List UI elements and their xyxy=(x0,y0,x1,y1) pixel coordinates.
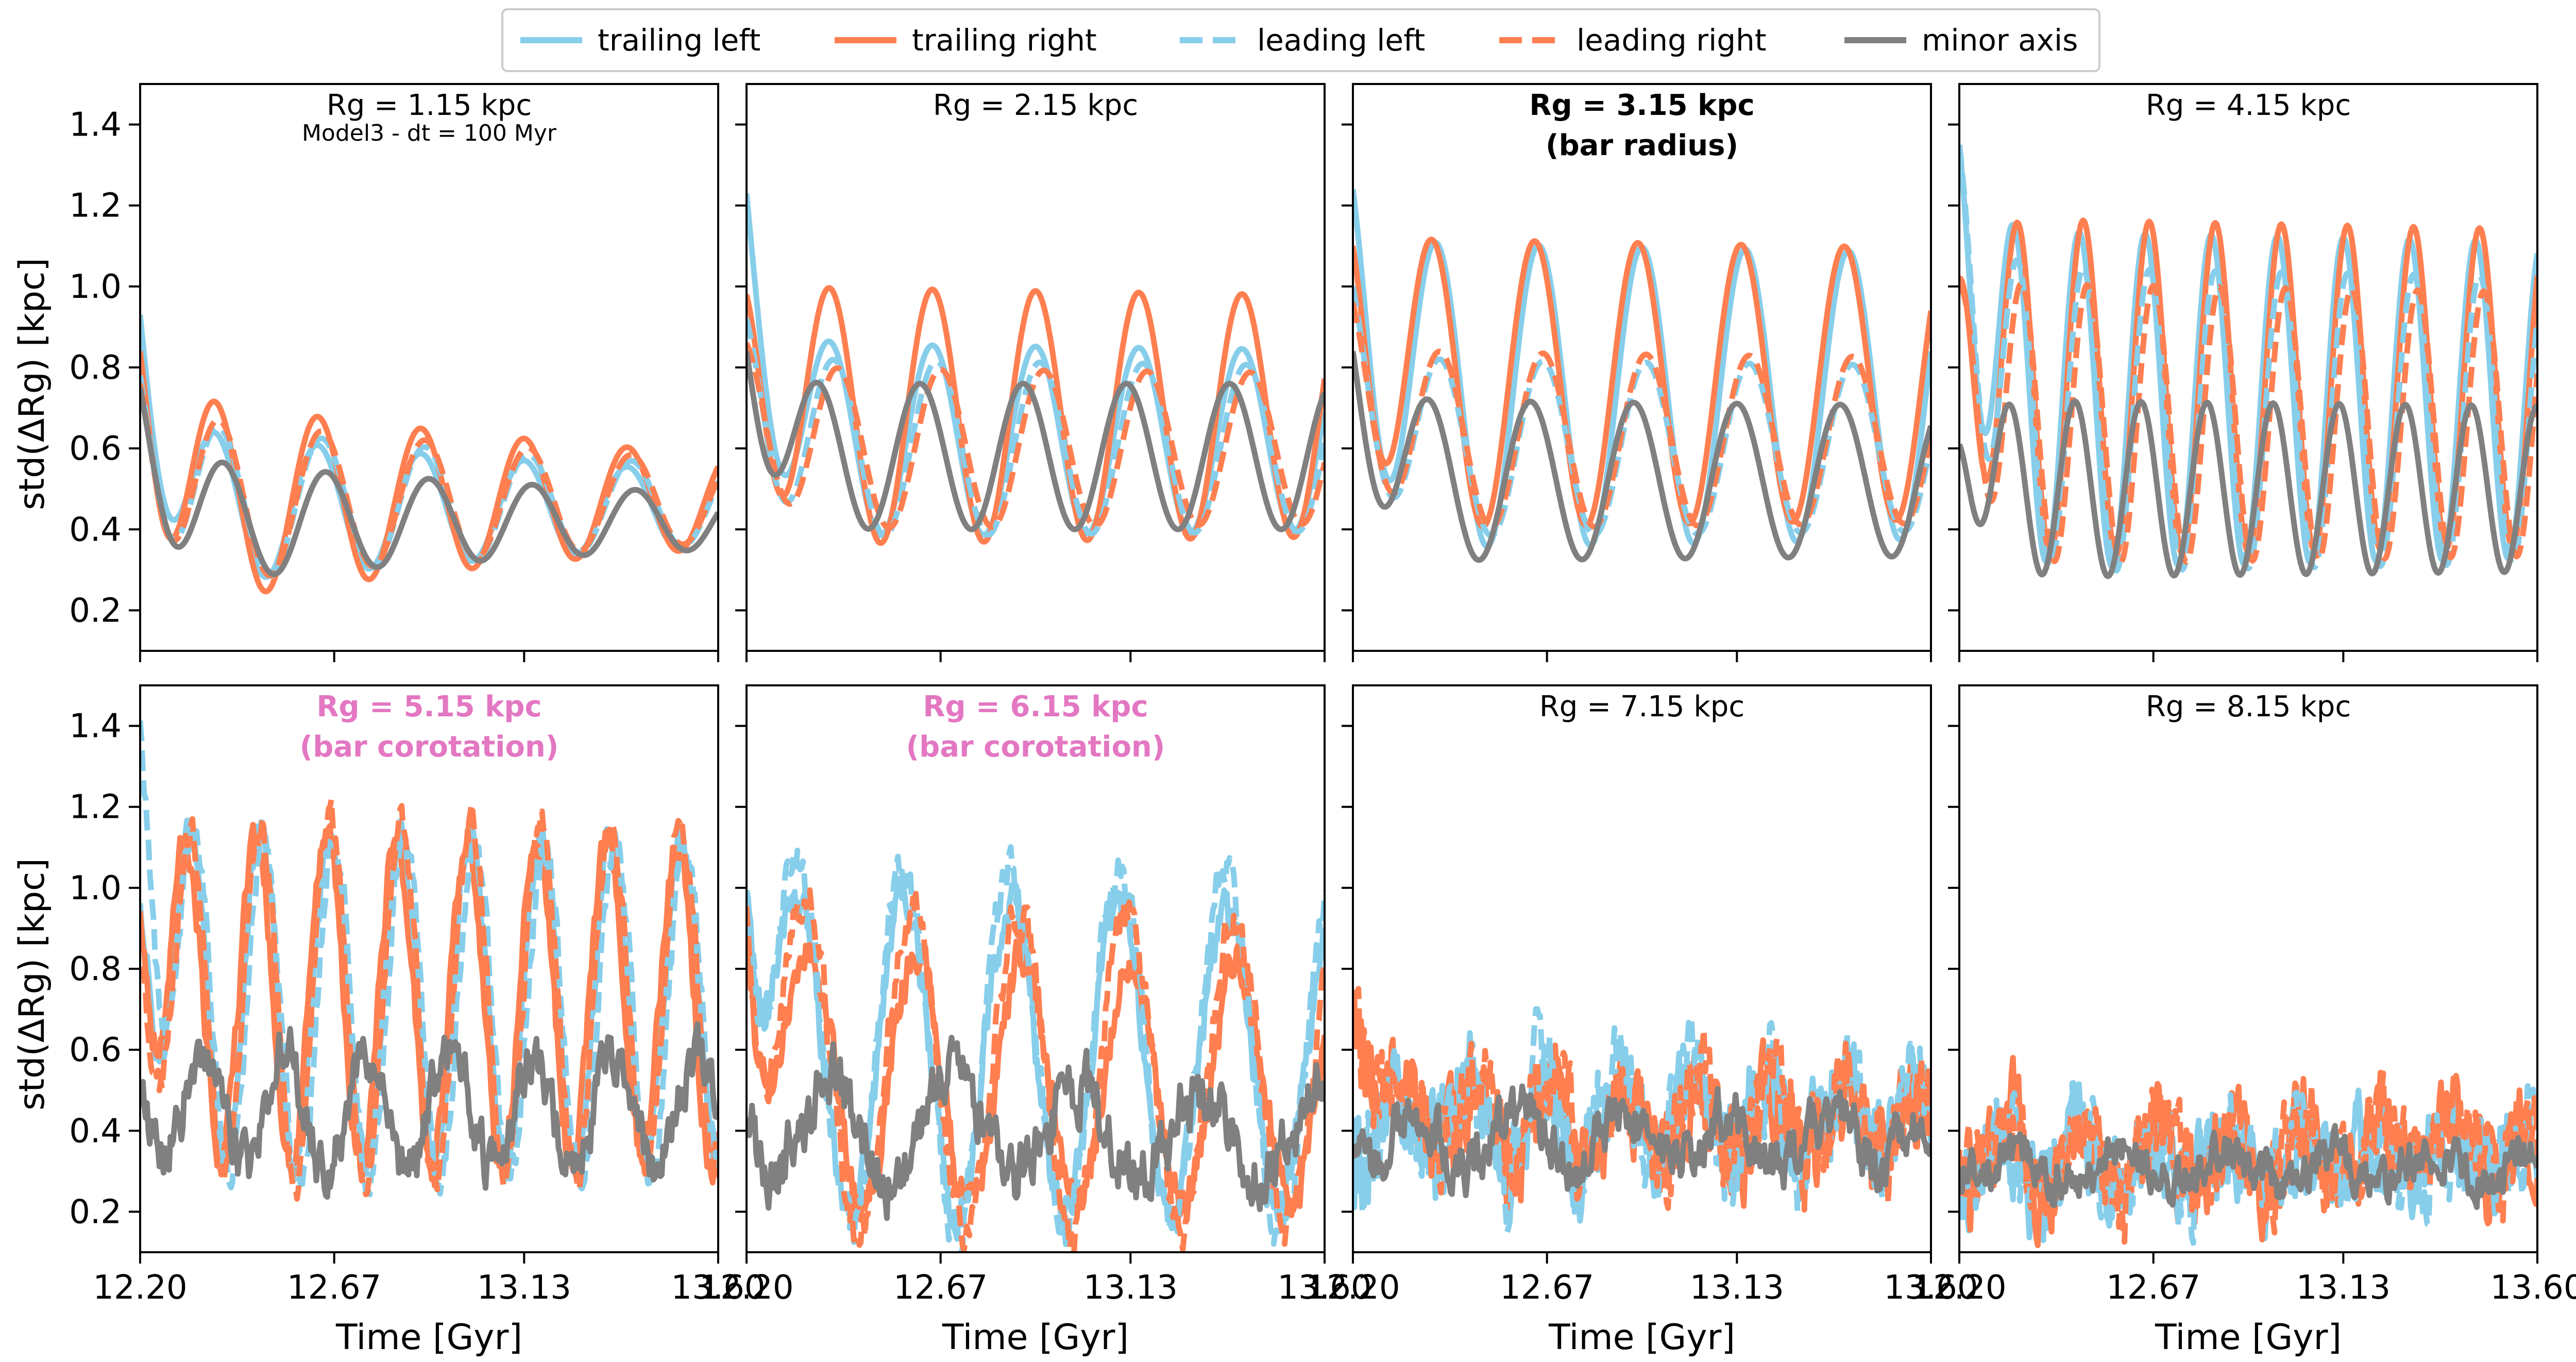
y-tick-label: 0.2 xyxy=(69,1193,122,1231)
panel-title: Rg = 3.15 kpc xyxy=(1529,89,1754,122)
panel-title: Rg = 4.15 kpc xyxy=(2146,89,2351,122)
x-tick-label: 13.13 xyxy=(1690,1269,1784,1307)
x-tick-label: 13.60 xyxy=(1884,1269,1978,1307)
panel-subtitle: (bar corotation) xyxy=(906,730,1165,764)
legend-frame xyxy=(501,8,2100,72)
panel-8: 12.20 12.67 13.13 13.60 Time [Gyr] Rg = 8.15 … xyxy=(1912,684,2576,1358)
panel-title: Rg = 7.15 kpc xyxy=(1539,690,1744,724)
x-tick-label: 13.13 xyxy=(1083,1269,1178,1307)
series-line-leading-left xyxy=(140,375,718,579)
y-tick-label: 0.4 xyxy=(69,511,122,549)
x-tick-label: 12.20 xyxy=(1912,1269,2006,1307)
x-tick-label: 13.60 xyxy=(2490,1269,2576,1307)
y-tick-label: 0.6 xyxy=(69,430,122,468)
series-line-minor-axis xyxy=(1353,350,1931,563)
x-tick-label: 12.20 xyxy=(93,1269,187,1307)
legend-label: leading right xyxy=(1577,23,1767,58)
series-group xyxy=(747,193,1325,546)
panel-title: Rg = 8.15 kpc xyxy=(2146,690,2351,724)
y-tick-label: 1.0 xyxy=(69,268,122,306)
series-group xyxy=(1959,1055,2537,1249)
panel-3: Rg = 3.15 kpc (bar radius) xyxy=(1342,83,1932,662)
series-line-leading-right xyxy=(747,887,1325,1252)
series-line-minor-axis xyxy=(1959,1123,2537,1210)
panel-6: 12.20 12.67 13.13 13.60 Time [Gyr] Rg = 6.15 … xyxy=(699,684,1372,1358)
legend-label: trailing right xyxy=(912,23,1097,58)
series-line-trailing-right xyxy=(1353,237,1931,530)
legend-label: minor axis xyxy=(1922,23,2078,58)
x-axis-label: Time [Gyr] xyxy=(2155,1317,2342,1358)
y-tick-label: 0.2 xyxy=(69,592,122,630)
series-group xyxy=(1959,144,2537,579)
y-tick-label: 0.8 xyxy=(69,349,122,387)
series-line-minor-axis xyxy=(1959,398,2537,579)
series-line-leading-left xyxy=(747,844,1325,1252)
x-tick-label: 12.20 xyxy=(1306,1269,1400,1307)
series-line-leading-right xyxy=(140,796,718,1202)
series-line-leading-right xyxy=(140,383,718,579)
series-line-leading-right xyxy=(747,342,1325,531)
x-tick-label: 13.13 xyxy=(2296,1269,2391,1307)
series-line-leading-right xyxy=(1353,302,1931,531)
series-line-minor-axis xyxy=(747,1035,1325,1221)
y-tick-label: 1.4 xyxy=(69,106,122,144)
panel-subtitle: Model3 - dt = 100 Myr xyxy=(302,120,557,146)
x-tick-label: 13.60 xyxy=(671,1269,765,1307)
x-tick-label: 12.67 xyxy=(1500,1269,1594,1307)
series-line-minor-axis xyxy=(140,387,718,577)
series-line-leading-left xyxy=(1959,144,2537,574)
panel-7: 12.20 12.67 13.13 13.60 Time [Gyr] Rg = 7.15 … xyxy=(1306,684,1978,1358)
panel-5: 12.20 12.67 13.13 13.60 0.2 0.4 0.6 0.8 1.0 1.2 1.… xyxy=(69,684,766,1358)
series-line-minor-axis xyxy=(140,1021,718,1200)
series-group xyxy=(140,314,718,595)
y-tick-label: 1.0 xyxy=(69,869,122,907)
y-axis-label-top: std(ΔRg) [kpc] xyxy=(12,258,53,510)
panel-4: Rg = 4.15 kpc xyxy=(1948,83,2538,662)
series-group xyxy=(1353,986,1931,1236)
x-tick-label: 12.67 xyxy=(2106,1269,2200,1307)
panel-title: Rg = 1.15 kpc xyxy=(327,89,532,122)
x-axis-label: Time [Gyr] xyxy=(1548,1317,1735,1358)
panel-1: 0.2 0.4 0.6 0.8 1.0 1.2 1.4 Rg = 1.15 kpcModel3… xyxy=(69,83,719,662)
y-tick-label: 1.2 xyxy=(69,788,122,827)
x-tick-label: 12.67 xyxy=(893,1269,988,1307)
series-line-minor-axis xyxy=(1353,1083,1931,1199)
legend-label: trailing left xyxy=(598,23,760,58)
series-line-minor-axis xyxy=(747,350,1325,532)
series-line-leading-right xyxy=(1959,280,2537,566)
series-group xyxy=(140,720,718,1202)
panel-subtitle: (bar radius) xyxy=(1546,129,1738,162)
series-line-leading-left xyxy=(747,318,1325,539)
x-tick-label: 13.13 xyxy=(477,1269,571,1307)
series-line-trailing-right xyxy=(747,285,1325,546)
y-tick-label: 1.2 xyxy=(69,187,122,225)
panel-title: Rg = 2.15 kpc xyxy=(933,89,1138,122)
x-tick-label: 13.60 xyxy=(1277,1269,1371,1307)
y-tick-label: 0.6 xyxy=(69,1031,122,1069)
panels-grid: 0.2 0.4 0.6 0.8 1.0 1.2 1.4 Rg = 1.15 kpcModel3… xyxy=(69,83,2576,1358)
x-axis-label: Time [Gyr] xyxy=(335,1317,522,1358)
x-tick-label: 12.20 xyxy=(699,1269,793,1307)
panel-title: Rg = 5.15 kpc xyxy=(316,690,541,724)
legend: trailing left trailing right leading left l… xyxy=(501,8,2100,72)
series-group xyxy=(1353,189,1931,563)
y-axis-label-bottom: std(ΔRg) [kpc] xyxy=(12,858,53,1111)
panel-frame xyxy=(139,83,719,652)
panel-2: Rg = 2.15 kpc xyxy=(735,83,1326,662)
panel-subtitle: (bar corotation) xyxy=(300,730,559,764)
y-tick-label: 0.8 xyxy=(69,950,122,988)
x-axis-label: Time [Gyr] xyxy=(942,1317,1129,1358)
y-tick-label: 1.4 xyxy=(69,708,122,746)
y-tick-label: 0.4 xyxy=(69,1112,122,1150)
series-group xyxy=(747,844,1325,1252)
x-tick-label: 12.67 xyxy=(287,1269,381,1307)
legend-label: leading left xyxy=(1257,23,1425,58)
panel-title: Rg = 6.15 kpc xyxy=(923,690,1148,724)
